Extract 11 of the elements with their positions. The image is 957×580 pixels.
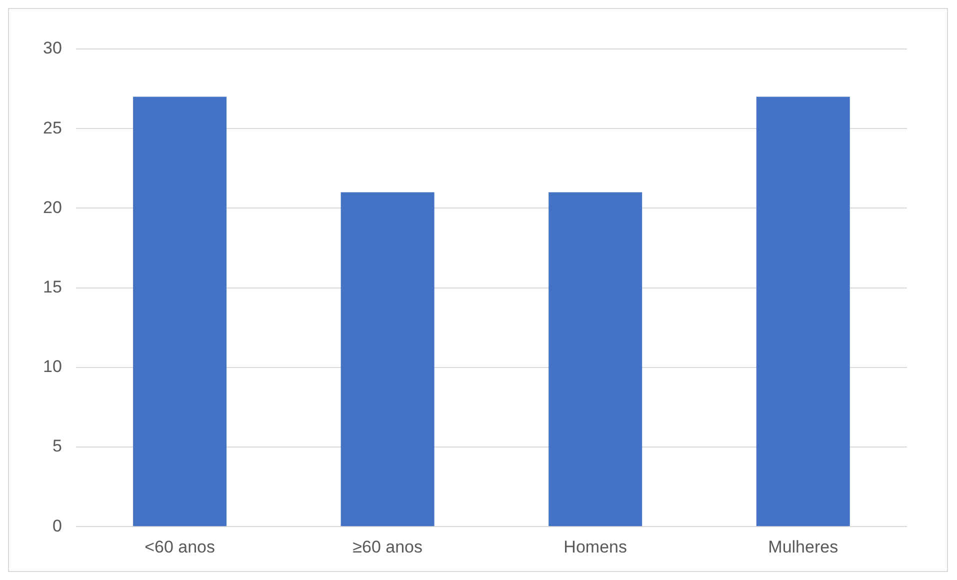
y-tick-label: 30 — [42, 38, 62, 58]
x-tick-label: ≥60 anos — [352, 537, 422, 556]
y-tick-label: 15 — [42, 277, 62, 296]
x-tick-label: Homens — [564, 537, 627, 556]
x-tick-label: <60 anos — [144, 537, 216, 556]
y-tick-label: 5 — [52, 436, 62, 456]
y-tick-label: 20 — [42, 198, 62, 217]
y-tick-label: 10 — [42, 357, 62, 376]
x-tick-label: Mulheres — [768, 537, 838, 556]
y-tick-label: 25 — [42, 118, 62, 138]
y-tick-label: 0 — [52, 516, 62, 536]
